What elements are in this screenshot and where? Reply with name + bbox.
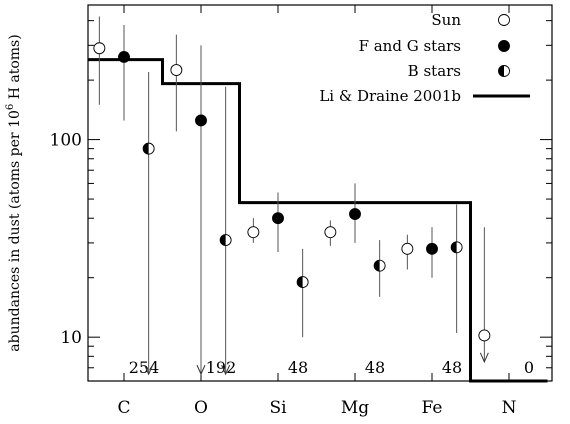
legend-label-model: Li & Draine 2001b xyxy=(319,87,461,105)
open-circle-marker xyxy=(93,42,106,55)
y-axis-label-tail: H atoms) xyxy=(7,34,23,103)
filled-circle-marker xyxy=(118,50,130,63)
f-and-g-stars-point-si xyxy=(272,192,284,252)
sun-point-si xyxy=(247,218,260,243)
legend: Sun F and G stars B stars Li & Draine 2001b xyxy=(319,11,530,105)
upper-limit-arrow-icon xyxy=(221,364,231,376)
legend-marker-b-stars xyxy=(498,65,510,77)
model-value-label-mg: 48 xyxy=(365,358,385,377)
model-value-label-o: 192 xyxy=(206,358,237,377)
filled-circle-marker xyxy=(349,208,361,220)
sun-point-c xyxy=(93,16,106,105)
plot-frame xyxy=(87,4,553,382)
x-label-c: C xyxy=(117,398,130,418)
b-stars-point-si xyxy=(296,248,309,338)
legend-label-f-and-g-stars: F and G stars xyxy=(359,37,461,55)
x-label-fe: Fe xyxy=(422,398,443,418)
x-label-n: N xyxy=(502,398,517,418)
model-requirement-labels: 254 192 48 48 48 0 xyxy=(129,358,534,377)
model-value-label-n: 0 xyxy=(524,358,534,377)
half-circle-fill xyxy=(374,260,380,272)
x-label-o: O xyxy=(194,398,208,418)
open-circle-marker xyxy=(498,14,510,26)
open-circle-marker xyxy=(247,226,260,239)
sun-point-mg xyxy=(324,220,337,246)
model-step-path xyxy=(88,58,548,383)
filled-circle-marker xyxy=(272,212,284,225)
model-value-label-fe: 48 xyxy=(442,358,462,377)
open-circle-marker xyxy=(401,242,414,255)
b-stars-point-c xyxy=(142,71,155,376)
x-label-si: Si xyxy=(269,398,287,418)
x-category-labels: C O Si Mg Fe N xyxy=(117,398,516,418)
y-axis-label-main: abundances in dust (atoms per 10 xyxy=(7,110,23,352)
open-circle-marker xyxy=(324,226,337,239)
x-label-mg: Mg xyxy=(341,398,369,418)
f-and-g-stars-point-fe xyxy=(426,227,438,278)
y-tick-label: 100 xyxy=(50,131,82,151)
y-axis-label-superscript: 6 xyxy=(5,104,16,110)
legend-marker-f-and-g-stars xyxy=(498,40,510,52)
sun-point-fe xyxy=(401,234,414,270)
half-circle-fill xyxy=(297,276,303,288)
half-circle-fill xyxy=(220,234,226,246)
y-axis-label: abundances in dust (atoms per 106 H atom… xyxy=(5,34,23,351)
model-value-label-si: 48 xyxy=(288,358,308,377)
y-tick-label: 10 xyxy=(60,328,82,348)
upper-limit-arrow-icon xyxy=(479,352,489,364)
sun-point-n xyxy=(478,227,491,364)
half-circle-fill xyxy=(143,143,149,155)
f-and-g-stars-point-o xyxy=(195,45,207,376)
legend-label-b-stars: B stars xyxy=(408,62,461,80)
axis-ticks xyxy=(88,5,552,381)
upper-limit-arrow-icon xyxy=(196,364,206,376)
sun-point-o xyxy=(170,34,183,132)
open-circle-marker xyxy=(170,64,183,76)
half-circle-fill xyxy=(451,241,457,253)
filled-circle-marker xyxy=(195,114,207,127)
filled-circle-marker xyxy=(498,40,510,52)
y-tick-labels: 10 100 xyxy=(50,131,82,349)
half-circle-fill xyxy=(498,65,504,77)
legend-label-sun: Sun xyxy=(431,11,461,29)
open-circle-marker xyxy=(478,329,491,342)
filled-circle-marker xyxy=(426,242,438,255)
b-stars-point-fe xyxy=(450,204,463,333)
upper-limit-arrow-icon xyxy=(144,364,154,376)
legend-marker-sun xyxy=(498,14,510,26)
model-step-line xyxy=(88,58,548,383)
model-value-label-c: 254 xyxy=(129,358,160,377)
b-stars-point-mg xyxy=(373,240,386,297)
data-points xyxy=(93,16,491,376)
b-stars-point-o xyxy=(219,86,232,376)
f-and-g-stars-point-c xyxy=(118,25,130,121)
f-and-g-stars-point-mg xyxy=(349,183,361,243)
